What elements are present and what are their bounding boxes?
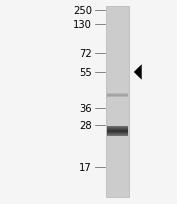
Bar	[107, 131, 128, 132]
Text: 36: 36	[79, 103, 92, 113]
Bar	[107, 133, 128, 134]
Bar	[106, 7, 129, 197]
Bar	[107, 130, 128, 131]
Text: 72: 72	[79, 48, 92, 58]
Bar	[107, 127, 128, 128]
Bar	[107, 96, 128, 97]
Text: 55: 55	[79, 68, 92, 78]
Bar	[107, 132, 128, 133]
Bar	[107, 134, 128, 135]
Bar	[107, 126, 128, 127]
Polygon shape	[134, 65, 142, 80]
Bar	[107, 135, 128, 136]
Bar	[107, 129, 128, 130]
Bar	[107, 95, 128, 96]
Text: 130: 130	[73, 20, 92, 30]
Text: 28: 28	[79, 120, 92, 130]
Bar	[107, 128, 128, 129]
Text: 250: 250	[73, 6, 92, 16]
Bar	[107, 135, 128, 136]
Bar	[107, 97, 128, 98]
Text: 17: 17	[79, 162, 92, 172]
Bar	[107, 94, 128, 95]
